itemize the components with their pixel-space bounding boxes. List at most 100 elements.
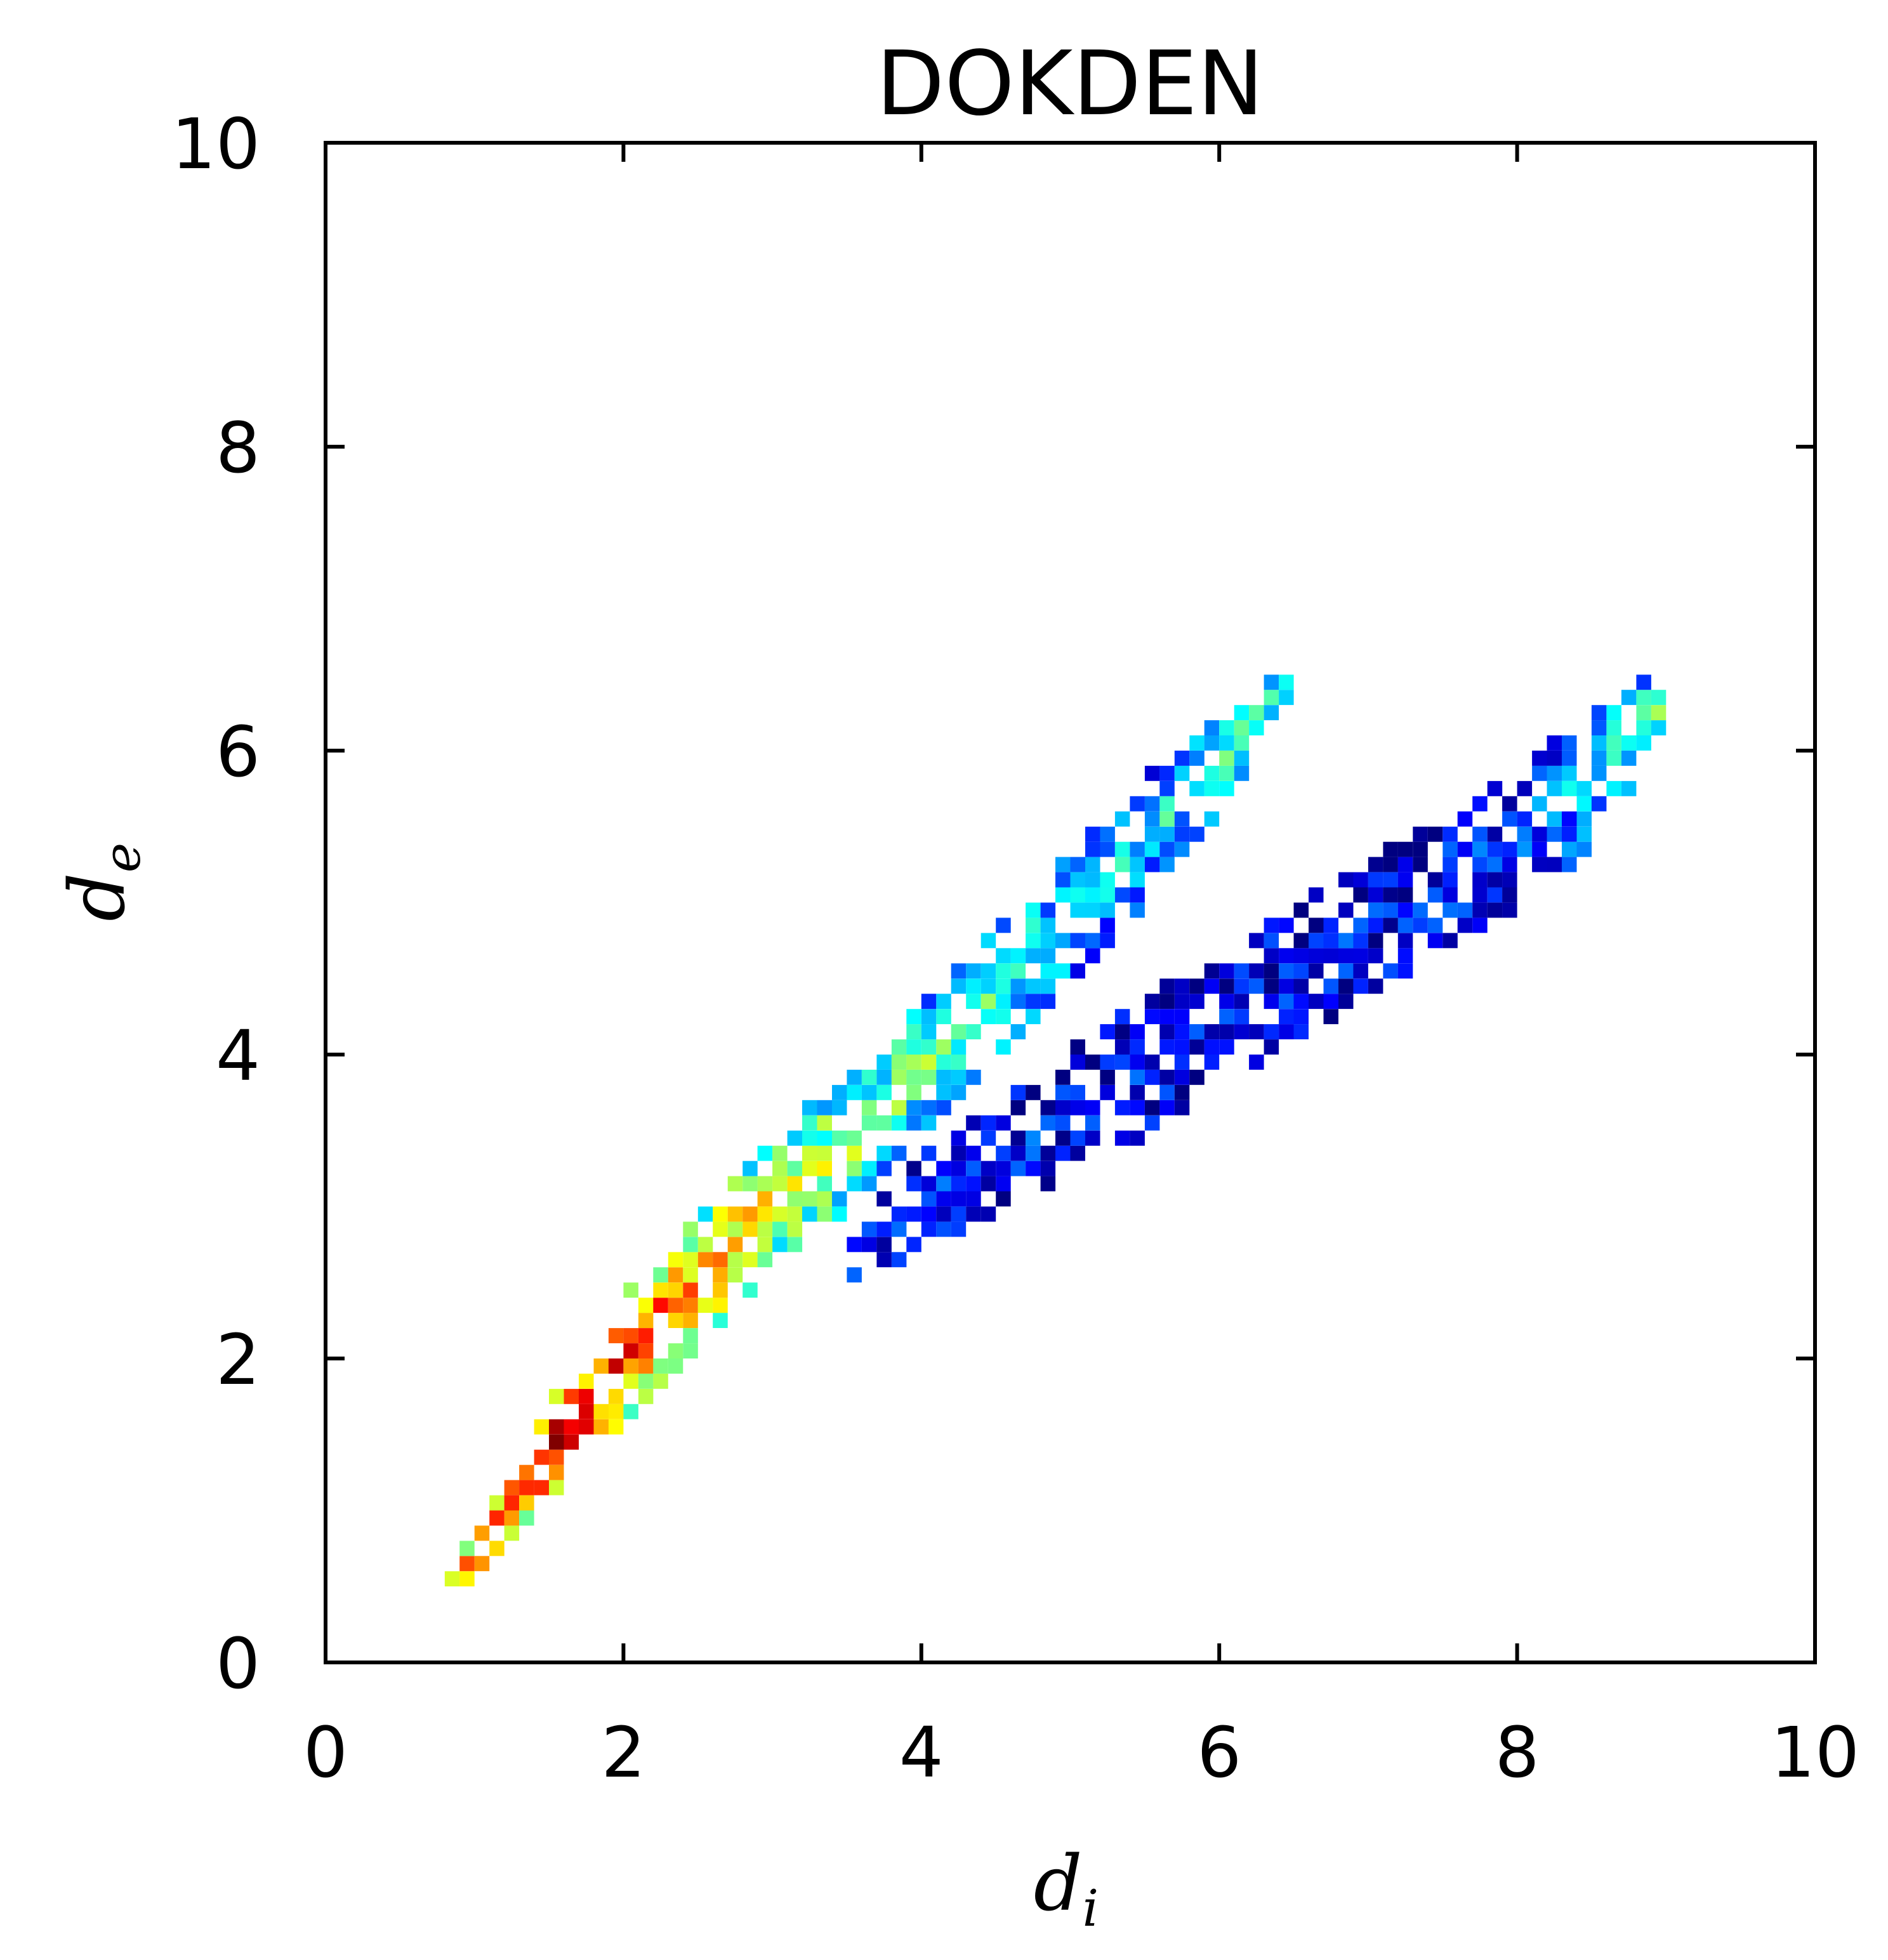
heatmap-cell (474, 1556, 490, 1572)
x-tick-label: 8 (1495, 1712, 1540, 1793)
heatmap-cell (966, 1069, 981, 1085)
heatmap-cell (906, 1100, 921, 1115)
heatmap-cell (1219, 1009, 1234, 1025)
heatmap-cell (1249, 720, 1264, 735)
y-tick-label: 0 (216, 1623, 260, 1704)
heatmap-cell (1279, 994, 1294, 1010)
heatmap-cell (1040, 902, 1056, 918)
heatmap-cell (1234, 1024, 1250, 1039)
heatmap-cell (683, 1252, 698, 1268)
heatmap-cell (1383, 887, 1398, 903)
heatmap-cell (921, 1221, 937, 1237)
heatmap-cell (861, 1237, 877, 1253)
heatmap-cell (1010, 1024, 1026, 1039)
heatmap-cell (876, 1191, 892, 1207)
heatmap-cell (936, 1055, 951, 1070)
heatmap-cell (1591, 796, 1607, 812)
heatmap-cell (1040, 1145, 1056, 1161)
heatmap-cell (1621, 751, 1637, 766)
heatmap-cell (1517, 811, 1533, 827)
heatmap-cell (772, 1221, 788, 1237)
heatmap-cell (1130, 857, 1145, 872)
heatmap-cell (891, 1145, 907, 1161)
heatmap-cell (713, 1252, 728, 1268)
heatmap-cell (861, 1115, 877, 1131)
heatmap-cell (504, 1495, 520, 1511)
heatmap-cell (1219, 751, 1234, 766)
heatmap-cell (876, 1161, 892, 1176)
heatmap-cell (1159, 1100, 1175, 1115)
heatmap-cell (1159, 765, 1175, 781)
heatmap-cell (564, 1388, 579, 1404)
heatmap-cell (817, 1206, 832, 1222)
heatmap-cell (1427, 887, 1443, 903)
heatmap-cell (1532, 826, 1547, 842)
heatmap-cell (1368, 978, 1383, 994)
heatmap-cell (1040, 1115, 1056, 1131)
heatmap-cell (504, 1510, 520, 1526)
heatmap-cell (757, 1206, 773, 1222)
heatmap-cell (1413, 902, 1428, 918)
heatmap-cell (906, 1161, 921, 1176)
heatmap-cell (743, 1206, 758, 1222)
heatmap-cell (1070, 1100, 1085, 1115)
heatmap-cell (1010, 948, 1026, 964)
heatmap-cell (1026, 994, 1041, 1010)
heatmap-cell (519, 1510, 534, 1526)
heatmap-cell (1026, 978, 1041, 994)
heatmap-cell (1040, 994, 1056, 1010)
heatmap-cell (1040, 933, 1056, 949)
heatmap-cell (1026, 1009, 1041, 1025)
heatmap-cell (951, 1084, 967, 1100)
heatmap-cell (832, 1206, 847, 1222)
heatmap-cell (608, 1388, 624, 1404)
heatmap-cell (1309, 948, 1324, 964)
y-axis-label: de (54, 843, 152, 921)
heatmap-cell (1338, 948, 1354, 964)
heatmap-cell (1234, 720, 1250, 735)
heatmap-cell (1100, 1069, 1115, 1085)
heatmap-cell (802, 1100, 817, 1115)
heatmap-cell (653, 1298, 668, 1313)
heatmap-cell (1576, 841, 1592, 857)
heatmap-cell (1293, 948, 1309, 964)
heatmap-cell (1636, 735, 1651, 751)
heatmap-cell (727, 1221, 743, 1237)
heatmap-cell (1159, 826, 1175, 842)
heatmap-cell (1279, 1009, 1294, 1025)
heatmap-cell (519, 1495, 534, 1511)
heatmap-cell (1219, 735, 1234, 751)
heatmap-cell (951, 963, 967, 979)
heatmap-cell (1010, 1161, 1026, 1176)
heatmap-cell (951, 1161, 967, 1176)
heatmap-cell (980, 994, 996, 1010)
heatmap-cell (1562, 780, 1577, 796)
heatmap-cell (1189, 1024, 1205, 1039)
heatmap-cell (638, 1388, 654, 1404)
heatmap-cell (980, 1009, 996, 1025)
heatmap-cell (1219, 720, 1234, 735)
heatmap-cell (980, 1206, 996, 1222)
x-tick-label: 0 (303, 1712, 348, 1793)
heatmap-cell (489, 1495, 505, 1511)
heatmap-cell (876, 1252, 892, 1268)
heatmap-cell (1323, 948, 1338, 964)
heatmap-cell (1397, 887, 1413, 903)
heatmap-cell (1651, 690, 1667, 706)
heatmap-cell (966, 1206, 981, 1222)
heatmap-cell (1621, 735, 1637, 751)
heatmap-cell (593, 1419, 609, 1435)
heatmap-cell (1442, 841, 1458, 857)
heatmap-cell (683, 1298, 698, 1313)
heatmap-cell (1234, 963, 1250, 979)
heatmap-cell (996, 918, 1011, 933)
heatmap-cell (1234, 751, 1250, 766)
heatmap-cell (534, 1419, 550, 1435)
heatmap-cell (1293, 933, 1309, 949)
heatmap-cell (936, 1161, 951, 1176)
heatmap-cell (1174, 826, 1190, 842)
heatmap-cell (1442, 902, 1458, 918)
heatmap-cell (1636, 674, 1651, 690)
heatmap-cell (1309, 887, 1324, 903)
heatmap-cell (980, 1176, 996, 1192)
